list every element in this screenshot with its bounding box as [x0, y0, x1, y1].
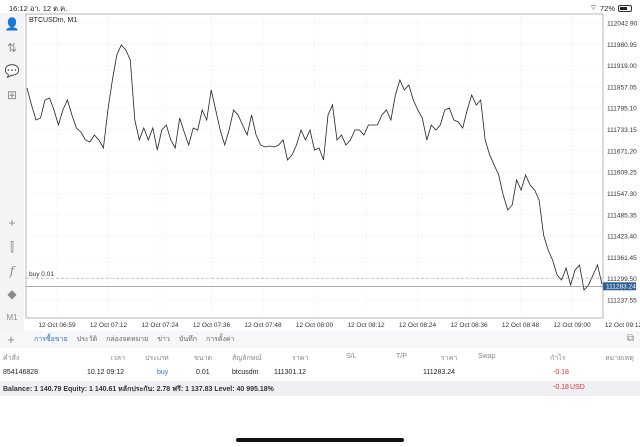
- tab-journal[interactable]: บันทึก: [178, 336, 197, 343]
- tab-history[interactable]: ประวัติ: [76, 336, 98, 343]
- x-tick-label: 12 Oct 07:12: [90, 322, 128, 329]
- x-tick-label: 12 Oct 06:59: [38, 322, 76, 329]
- left-toolbar: 👤 ⇅ 💬 ⊞ + ⫿ f ◆ M1: [0, 13, 24, 331]
- x-tick-label: 12 Oct 08:00: [296, 322, 334, 329]
- col-type: ประเภท: [145, 355, 169, 362]
- order-id: 854146828: [3, 369, 39, 376]
- expand-icon[interactable]: ⧉: [626, 333, 634, 344]
- col-order: คำสั่ง: [3, 355, 20, 362]
- x-tick-label: 12 Oct 08:48: [502, 322, 540, 329]
- currency: USD: [570, 384, 585, 391]
- current-price-tag: [603, 282, 636, 291]
- y-tick-label: 111919.00: [607, 63, 637, 70]
- y-tick-label: 111361.45: [607, 255, 637, 262]
- tab-mailbox[interactable]: กล่องจดหมาย: [106, 336, 149, 343]
- crosshair-icon[interactable]: +: [8, 216, 16, 230]
- new-document-icon[interactable]: ⊞: [6, 88, 18, 102]
- col-price: ราคา: [441, 355, 458, 362]
- timeframe-button[interactable]: M1: [6, 313, 18, 322]
- col-open-price: ราคา: [292, 355, 309, 362]
- col-sl: S/L: [346, 353, 357, 360]
- home-indicator: [236, 438, 404, 442]
- terminal-tabs: + การซื้อขาย ประวัติ กล่องจดหมาย ข่าว บั…: [0, 331, 640, 348]
- x-tick-label: 12 Oct 08:12: [347, 322, 385, 329]
- add-icon[interactable]: +: [7, 332, 15, 347]
- y-tick-label: 111485.35: [607, 212, 637, 219]
- y-tick-label: 111857.05: [607, 84, 637, 91]
- y-tick-label: 111423.40: [607, 234, 637, 241]
- y-tick-label: 111980.95: [607, 42, 637, 49]
- battery-icon: [618, 4, 632, 12]
- order-profit: -0.18: [553, 369, 569, 376]
- price-line: [26, 44, 603, 291]
- y-tick-label: 111547.30: [607, 191, 637, 198]
- y-tick-label: 111299.50: [607, 276, 637, 283]
- chat-icon[interactable]: 💬: [4, 64, 20, 78]
- objects-icon[interactable]: ◆: [7, 287, 17, 301]
- col-tp: T/P: [396, 353, 407, 360]
- y-tick-label: 111671.20: [607, 148, 637, 155]
- col-swap: Swap: [478, 353, 496, 360]
- y-tick-label: 111733.15: [607, 127, 637, 134]
- status-time: 16:12 อา. 12 ต.ค.: [9, 4, 68, 13]
- x-tick-label: 12 Oct 08:36: [450, 322, 488, 329]
- order-current-price: 111283.24: [423, 369, 456, 376]
- tab-settings[interactable]: การตั้งค่า: [205, 336, 235, 343]
- y-tick-label: 111609.25: [607, 170, 637, 177]
- account-summary: Balance: 1 140.79 Equity: 1 140.61 หลักป…: [0, 381, 640, 396]
- x-tick-label: 12 Oct 08:24: [399, 322, 437, 329]
- x-tick-label: 12 Oct 07:36: [193, 322, 231, 329]
- order-line-label: buy 0.01: [29, 271, 54, 278]
- tab-news[interactable]: ข่าว: [157, 336, 170, 343]
- col-comment: หมายเหตุ: [605, 355, 634, 362]
- x-tick-label: 12 Oct 09:12: [605, 322, 640, 329]
- total-profit: -0.18: [553, 384, 569, 391]
- y-tick-label: 112042.90: [607, 21, 638, 28]
- order-time: 10.12 09:12: [87, 369, 124, 376]
- balance-text: Balance: 1 140.79 Equity: 1 140.61 หลักป…: [3, 386, 274, 393]
- col-symbol: สัญลักษณ์: [232, 355, 262, 362]
- chart-title: BTCUSDm, M1: [29, 17, 77, 24]
- x-tick-label: 12 Oct 07:24: [141, 322, 179, 329]
- price-chart[interactable]: 112042.90 111980.95 111919.00 111857.05 1117…: [0, 0, 640, 331]
- order-symbol: btcusdm: [232, 369, 259, 376]
- table-row[interactable]: 854146828 10.12 09:12 buy 0.01 btcusdm 1…: [0, 366, 640, 380]
- y-tick-label: 111237.55: [607, 298, 637, 305]
- tab-trade[interactable]: การซื้อขาย: [34, 336, 68, 343]
- x-tick-label: 12 Oct 07:48: [244, 322, 282, 329]
- wifi-icon: ⌔: [589, 3, 597, 12]
- status-bar: 16:12 อา. 12 ต.ค. ⌔ 72%: [0, 0, 640, 13]
- order-open-price: 111301.12: [274, 369, 307, 376]
- order-type: buy: [157, 369, 169, 376]
- order-size: 0.01: [196, 369, 210, 376]
- indicators-icon[interactable]: ⫿: [10, 240, 14, 254]
- table-header: คำสั่ง เวลา ประเภท ขนาด สัญลักษณ์ ราคา S…: [0, 350, 640, 364]
- x-tick-label: 12 Oct 09:00: [553, 322, 591, 329]
- col-profit: กำไร: [550, 355, 566, 362]
- current-price-label: 111283.24: [606, 283, 636, 290]
- account-icon[interactable]: 👤: [4, 17, 20, 31]
- col-time: เวลา: [110, 355, 125, 362]
- battery-percent: 72%: [599, 3, 615, 13]
- trade-icon[interactable]: ⇅: [6, 41, 18, 55]
- col-size: ขนาด: [194, 355, 213, 362]
- y-tick-label: 111795.10: [607, 106, 637, 113]
- function-icon[interactable]: f: [9, 264, 15, 278]
